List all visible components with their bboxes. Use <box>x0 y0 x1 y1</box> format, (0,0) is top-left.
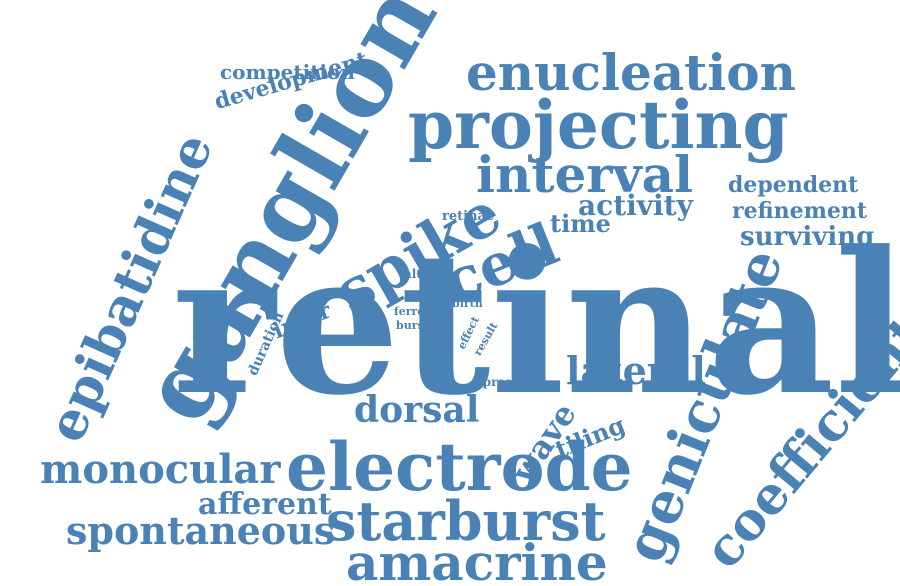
word-lateral: lateral <box>566 348 706 393</box>
word-enucleation: enucleation <box>466 43 796 102</box>
word-burst: burst <box>396 319 429 332</box>
word-alter: alter <box>404 267 436 281</box>
word-retinae: retinae <box>442 209 495 224</box>
word-activity: activity <box>578 189 693 222</box>
word-amacrine: amacrine <box>346 533 608 586</box>
word-dependent: dependent <box>728 172 859 198</box>
word-time: time <box>550 209 611 238</box>
word-spread: spread <box>476 375 522 389</box>
word-ferret: ferret <box>394 305 430 318</box>
word-surviving: surviving <box>740 222 875 252</box>
word-afferent: afferent <box>198 487 332 522</box>
word-refinement: refinement <box>732 198 868 224</box>
word-electrode: electrode <box>286 428 633 506</box>
word-starburst: starburst <box>326 489 606 553</box>
word-retinal: retinal <box>172 209 900 439</box>
word-projecting: projecting <box>408 86 789 164</box>
word-competition: competition <box>220 60 355 84</box>
word-birth: birth <box>452 297 483 310</box>
word-interval: interval <box>476 145 694 204</box>
word-dorsal: dorsal <box>354 389 480 431</box>
word-monocular: monocular <box>40 446 281 493</box>
word-spontaneous: spontaneous <box>66 508 336 553</box>
